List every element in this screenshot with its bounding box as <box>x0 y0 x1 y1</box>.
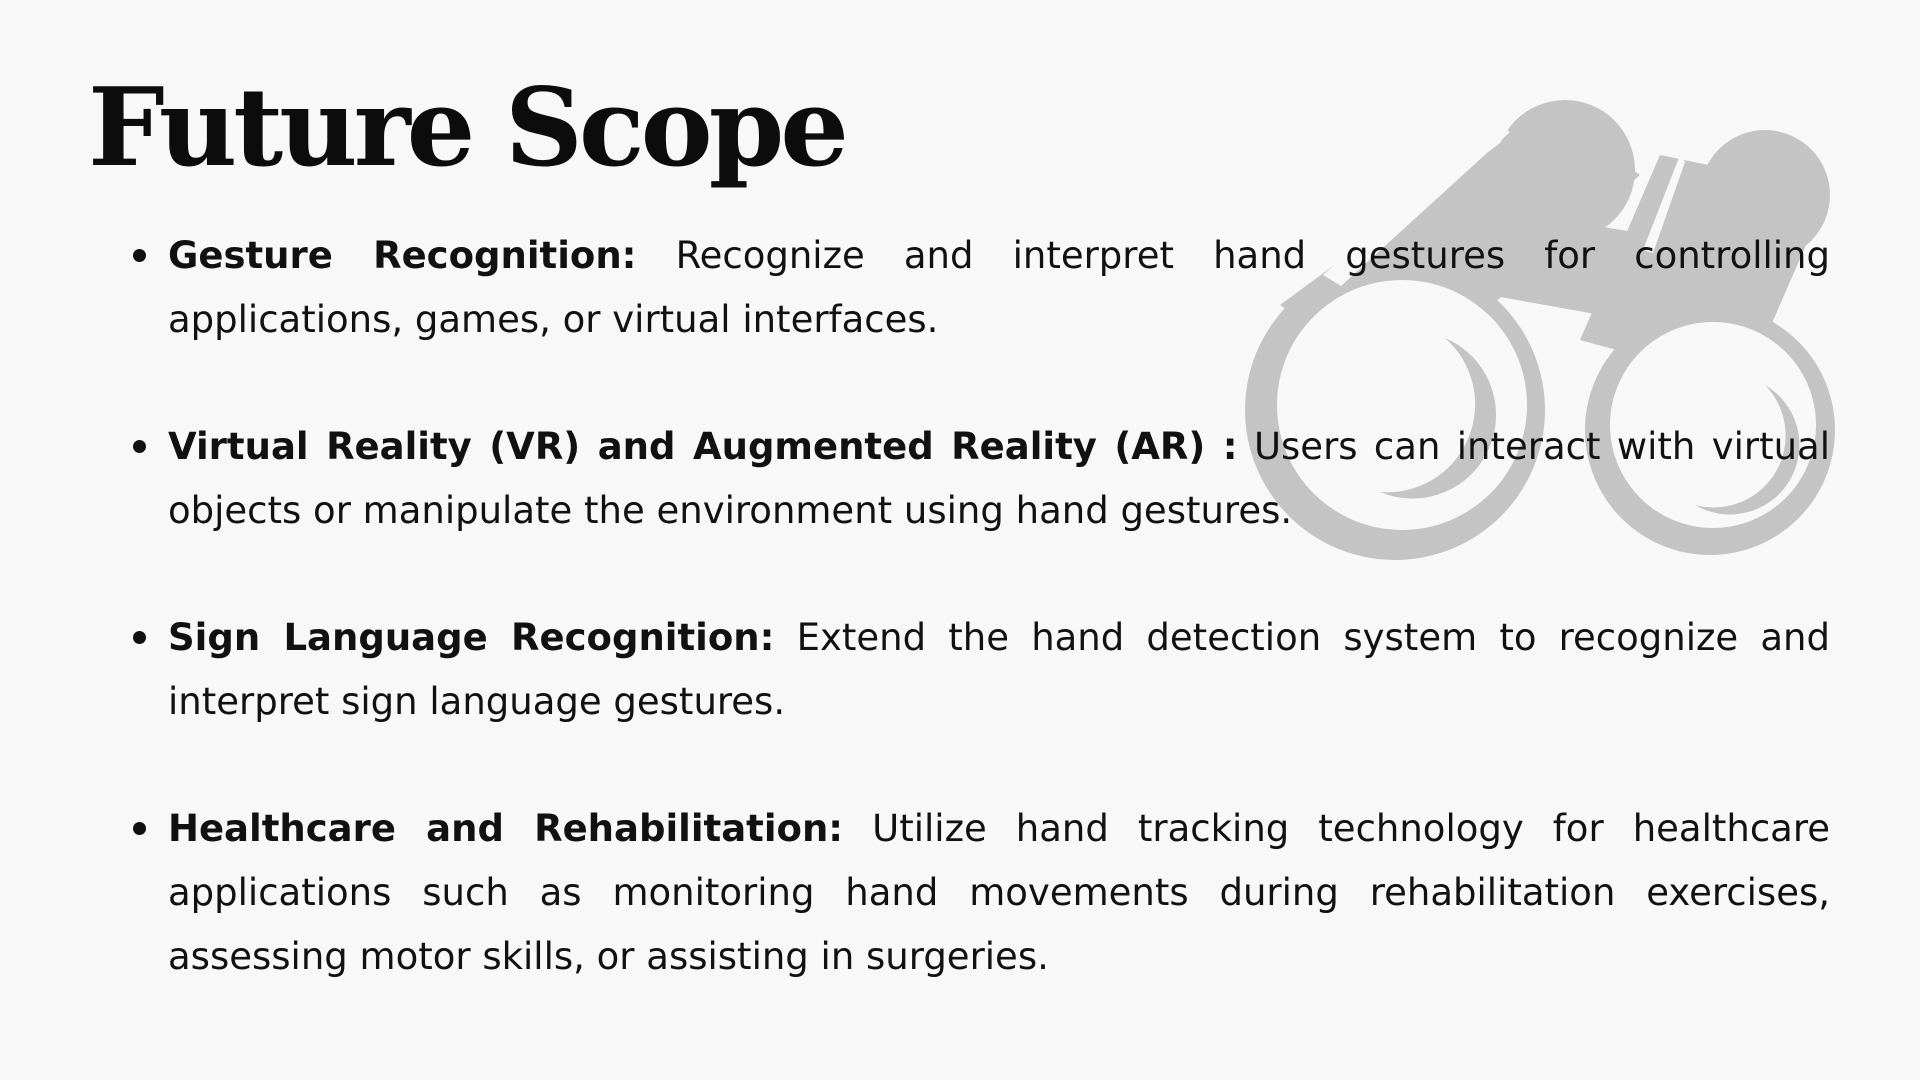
bullet-icon <box>133 440 146 453</box>
future-scope-list: Gesture Recognition: Recognize and inter… <box>133 224 1830 989</box>
point-heading: Virtual Reality (VR) and Augmented Reali… <box>168 425 1238 468</box>
point-heading: Sign Language Recognition: <box>168 616 775 659</box>
bullet-icon <box>133 631 146 644</box>
list-item: Virtual Reality (VR) and Augmented Reali… <box>133 415 1830 543</box>
list-item: Gesture Recognition: Recognize and inter… <box>133 224 1830 352</box>
point-heading: Healthcare and Rehabilitation: <box>168 807 844 850</box>
list-item: Sign Language Recognition: Extend the ha… <box>133 606 1830 734</box>
bullet-icon <box>133 822 146 835</box>
point-text: Recognize and interpret hand gestures fo… <box>168 234 1830 341</box>
point-text: Utilize hand tracking technology for hea… <box>168 807 1830 978</box>
point-heading: Gesture Recognition: <box>168 234 637 277</box>
point-text: Users can interact with virtual objects … <box>168 425 1830 532</box>
slide-title: Future Scope <box>88 65 849 191</box>
binoculars-icon <box>1245 100 1835 560</box>
list-item: Healthcare and Rehabilitation: Utilize h… <box>133 797 1830 989</box>
point-text: Extend the hand detection system to reco… <box>168 616 1830 723</box>
bullet-icon <box>133 249 146 262</box>
